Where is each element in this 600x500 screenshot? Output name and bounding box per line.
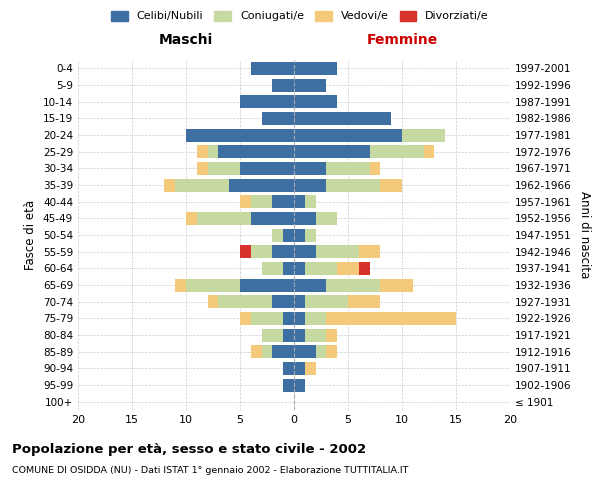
Bar bbox=[208, 145, 218, 158]
Bar bbox=[294, 345, 316, 358]
Bar bbox=[240, 95, 294, 108]
Bar bbox=[283, 378, 294, 392]
Bar bbox=[359, 262, 370, 275]
Bar bbox=[294, 128, 402, 141]
Bar bbox=[240, 312, 251, 325]
Bar bbox=[272, 195, 294, 208]
Bar bbox=[305, 228, 316, 241]
Bar bbox=[294, 145, 370, 158]
Bar bbox=[294, 178, 326, 192]
Bar bbox=[164, 178, 175, 192]
Text: COMUNE DI OSIDDA (NU) - Dati ISTAT 1° gennaio 2002 - Elaborazione TUTTITALIA.IT: COMUNE DI OSIDDA (NU) - Dati ISTAT 1° ge… bbox=[12, 466, 409, 475]
Bar bbox=[272, 345, 294, 358]
Bar bbox=[359, 245, 380, 258]
Bar bbox=[305, 362, 316, 375]
Bar bbox=[283, 362, 294, 375]
Bar bbox=[380, 178, 402, 192]
Bar bbox=[251, 212, 294, 225]
Bar bbox=[262, 112, 294, 125]
Bar bbox=[294, 62, 337, 75]
Bar bbox=[283, 312, 294, 325]
Bar bbox=[326, 278, 380, 291]
Text: Femmine: Femmine bbox=[367, 32, 437, 46]
Y-axis label: Fasce di età: Fasce di età bbox=[25, 200, 37, 270]
Bar bbox=[316, 212, 337, 225]
Y-axis label: Anni di nascita: Anni di nascita bbox=[578, 192, 591, 278]
Bar bbox=[229, 178, 294, 192]
Bar bbox=[294, 328, 305, 342]
Bar bbox=[326, 178, 380, 192]
Bar bbox=[272, 245, 294, 258]
Bar bbox=[305, 262, 337, 275]
Bar bbox=[294, 378, 305, 392]
Bar bbox=[272, 228, 283, 241]
Bar bbox=[197, 162, 208, 175]
Bar bbox=[337, 262, 359, 275]
Bar bbox=[240, 245, 251, 258]
Bar bbox=[175, 178, 229, 192]
Bar bbox=[305, 328, 326, 342]
Bar bbox=[326, 312, 456, 325]
Bar bbox=[294, 312, 305, 325]
Legend: Celibi/Nubili, Coniugati/e, Vedovi/e, Divorziati/e: Celibi/Nubili, Coniugati/e, Vedovi/e, Di… bbox=[111, 10, 489, 22]
Bar bbox=[424, 145, 434, 158]
Bar bbox=[380, 278, 413, 291]
Bar bbox=[218, 145, 294, 158]
Bar bbox=[175, 278, 186, 291]
Bar bbox=[251, 62, 294, 75]
Bar bbox=[186, 278, 240, 291]
Bar bbox=[402, 128, 445, 141]
Bar bbox=[272, 295, 294, 308]
Bar bbox=[294, 112, 391, 125]
Bar bbox=[208, 295, 218, 308]
Bar bbox=[294, 245, 316, 258]
Bar bbox=[262, 328, 283, 342]
Bar bbox=[251, 312, 283, 325]
Bar bbox=[348, 295, 380, 308]
Bar bbox=[262, 345, 272, 358]
Bar bbox=[240, 195, 251, 208]
Text: Maschi: Maschi bbox=[159, 32, 213, 46]
Bar bbox=[240, 278, 294, 291]
Bar bbox=[283, 262, 294, 275]
Bar bbox=[305, 195, 316, 208]
Bar bbox=[262, 262, 283, 275]
Bar bbox=[186, 212, 197, 225]
Bar bbox=[251, 245, 272, 258]
Bar bbox=[370, 145, 424, 158]
Bar bbox=[197, 212, 251, 225]
Bar bbox=[294, 212, 316, 225]
Bar bbox=[294, 295, 305, 308]
Bar bbox=[294, 278, 326, 291]
Bar bbox=[316, 345, 326, 358]
Bar bbox=[305, 295, 348, 308]
Bar bbox=[316, 245, 359, 258]
Text: Popolazione per età, sesso e stato civile - 2002: Popolazione per età, sesso e stato civil… bbox=[12, 442, 366, 456]
Bar bbox=[218, 295, 272, 308]
Bar bbox=[294, 195, 305, 208]
Bar bbox=[294, 162, 326, 175]
Bar bbox=[305, 312, 326, 325]
Bar bbox=[326, 328, 337, 342]
Bar bbox=[240, 162, 294, 175]
Bar bbox=[294, 228, 305, 241]
Bar bbox=[326, 162, 370, 175]
Bar bbox=[326, 345, 337, 358]
Bar bbox=[251, 195, 272, 208]
Bar bbox=[283, 228, 294, 241]
Bar bbox=[208, 162, 240, 175]
Bar bbox=[294, 78, 326, 92]
Bar bbox=[283, 328, 294, 342]
Bar bbox=[197, 145, 208, 158]
Bar bbox=[186, 128, 294, 141]
Bar bbox=[294, 95, 337, 108]
Bar bbox=[251, 345, 262, 358]
Bar bbox=[294, 362, 305, 375]
Bar bbox=[294, 262, 305, 275]
Bar bbox=[272, 78, 294, 92]
Bar bbox=[370, 162, 380, 175]
